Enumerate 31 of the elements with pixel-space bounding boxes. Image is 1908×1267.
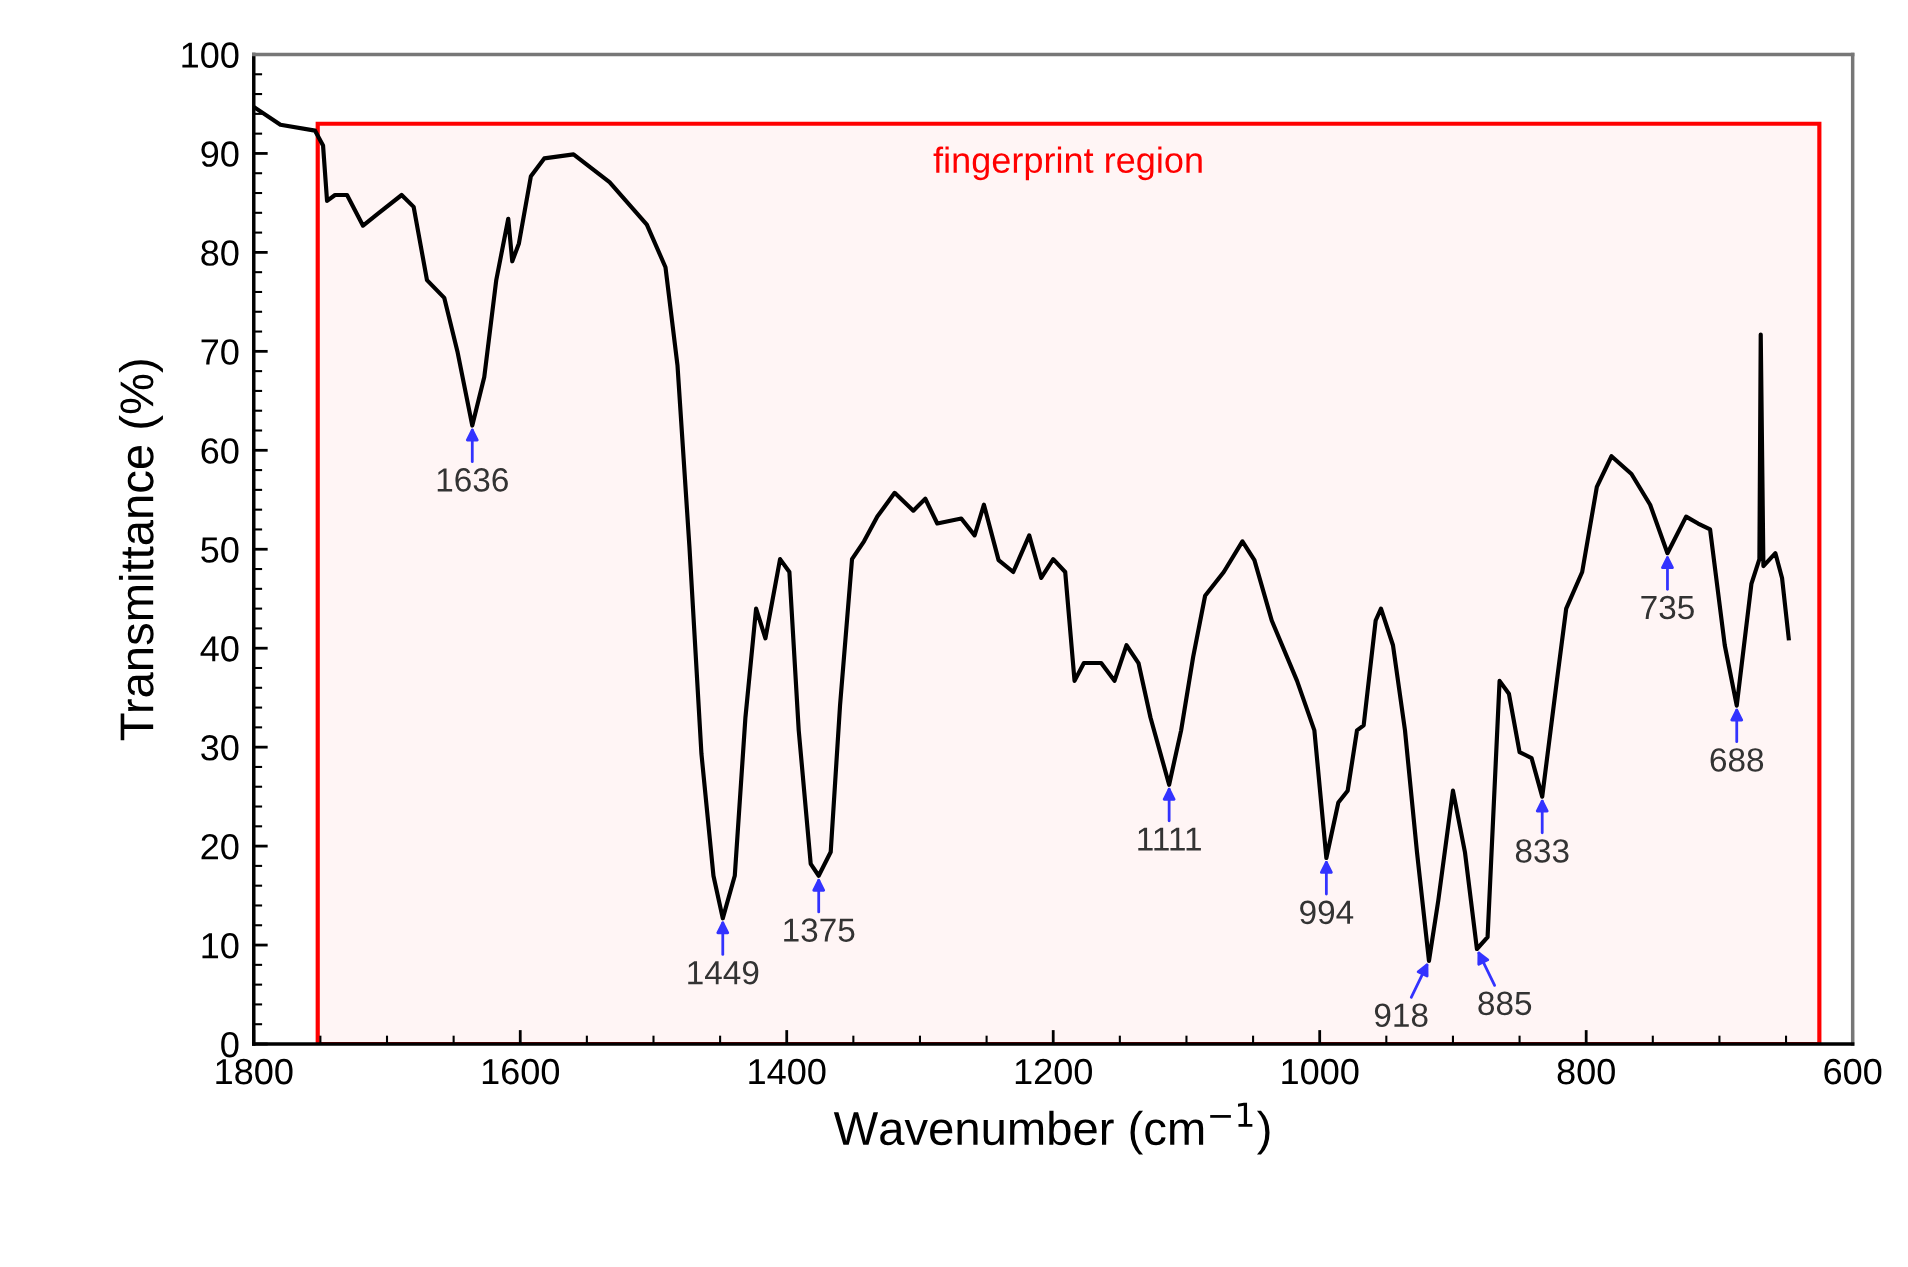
annotation: 885 xyxy=(1478,991,1532,1016)
annotation: 1636 xyxy=(437,468,508,492)
annotation: 1449 xyxy=(688,960,759,985)
y-tick-label: 30 xyxy=(201,735,239,761)
y-tick-label: 40 xyxy=(200,636,239,662)
annotation: 1375 xyxy=(784,918,855,942)
annotation: 1111 xyxy=(1138,827,1201,851)
x-tick-label: 1400 xyxy=(749,1058,826,1085)
x-tick-label: 800 xyxy=(1557,1058,1615,1085)
y-tick-label: 70 xyxy=(201,339,239,365)
annotation: 735 xyxy=(1641,595,1694,620)
y-tick-label: 60 xyxy=(201,438,239,464)
y-axis-title: Transmittance (%) xyxy=(118,360,163,741)
x-tick-label: 1200 xyxy=(1015,1058,1092,1085)
y-tick-label: 100 xyxy=(182,42,239,68)
x-tick-label: 600 xyxy=(1824,1058,1882,1085)
x-axis-title: Wavenumber (cm$^{−1}$) xyxy=(833,1102,1270,1155)
y-tick-label: 10 xyxy=(202,932,239,959)
y-tick-label: 80 xyxy=(201,240,239,266)
x-tick-label: 1800 xyxy=(216,1058,293,1085)
band-label: fingerprint region xyxy=(933,146,1202,181)
annotation: 918 xyxy=(1374,1003,1428,1028)
y-tick-label: 0 xyxy=(221,1031,239,1058)
x-tick-label: 1000 xyxy=(1282,1058,1359,1085)
y-tick-label: 20 xyxy=(201,833,239,860)
y-tick-label: 90 xyxy=(201,141,239,167)
annotation: 688 xyxy=(1710,748,1764,772)
annotation: 994 xyxy=(1300,900,1354,925)
annotation: 833 xyxy=(1515,839,1569,863)
y-tick-label: 50 xyxy=(201,537,239,563)
x-tick-label: 1600 xyxy=(482,1058,560,1085)
